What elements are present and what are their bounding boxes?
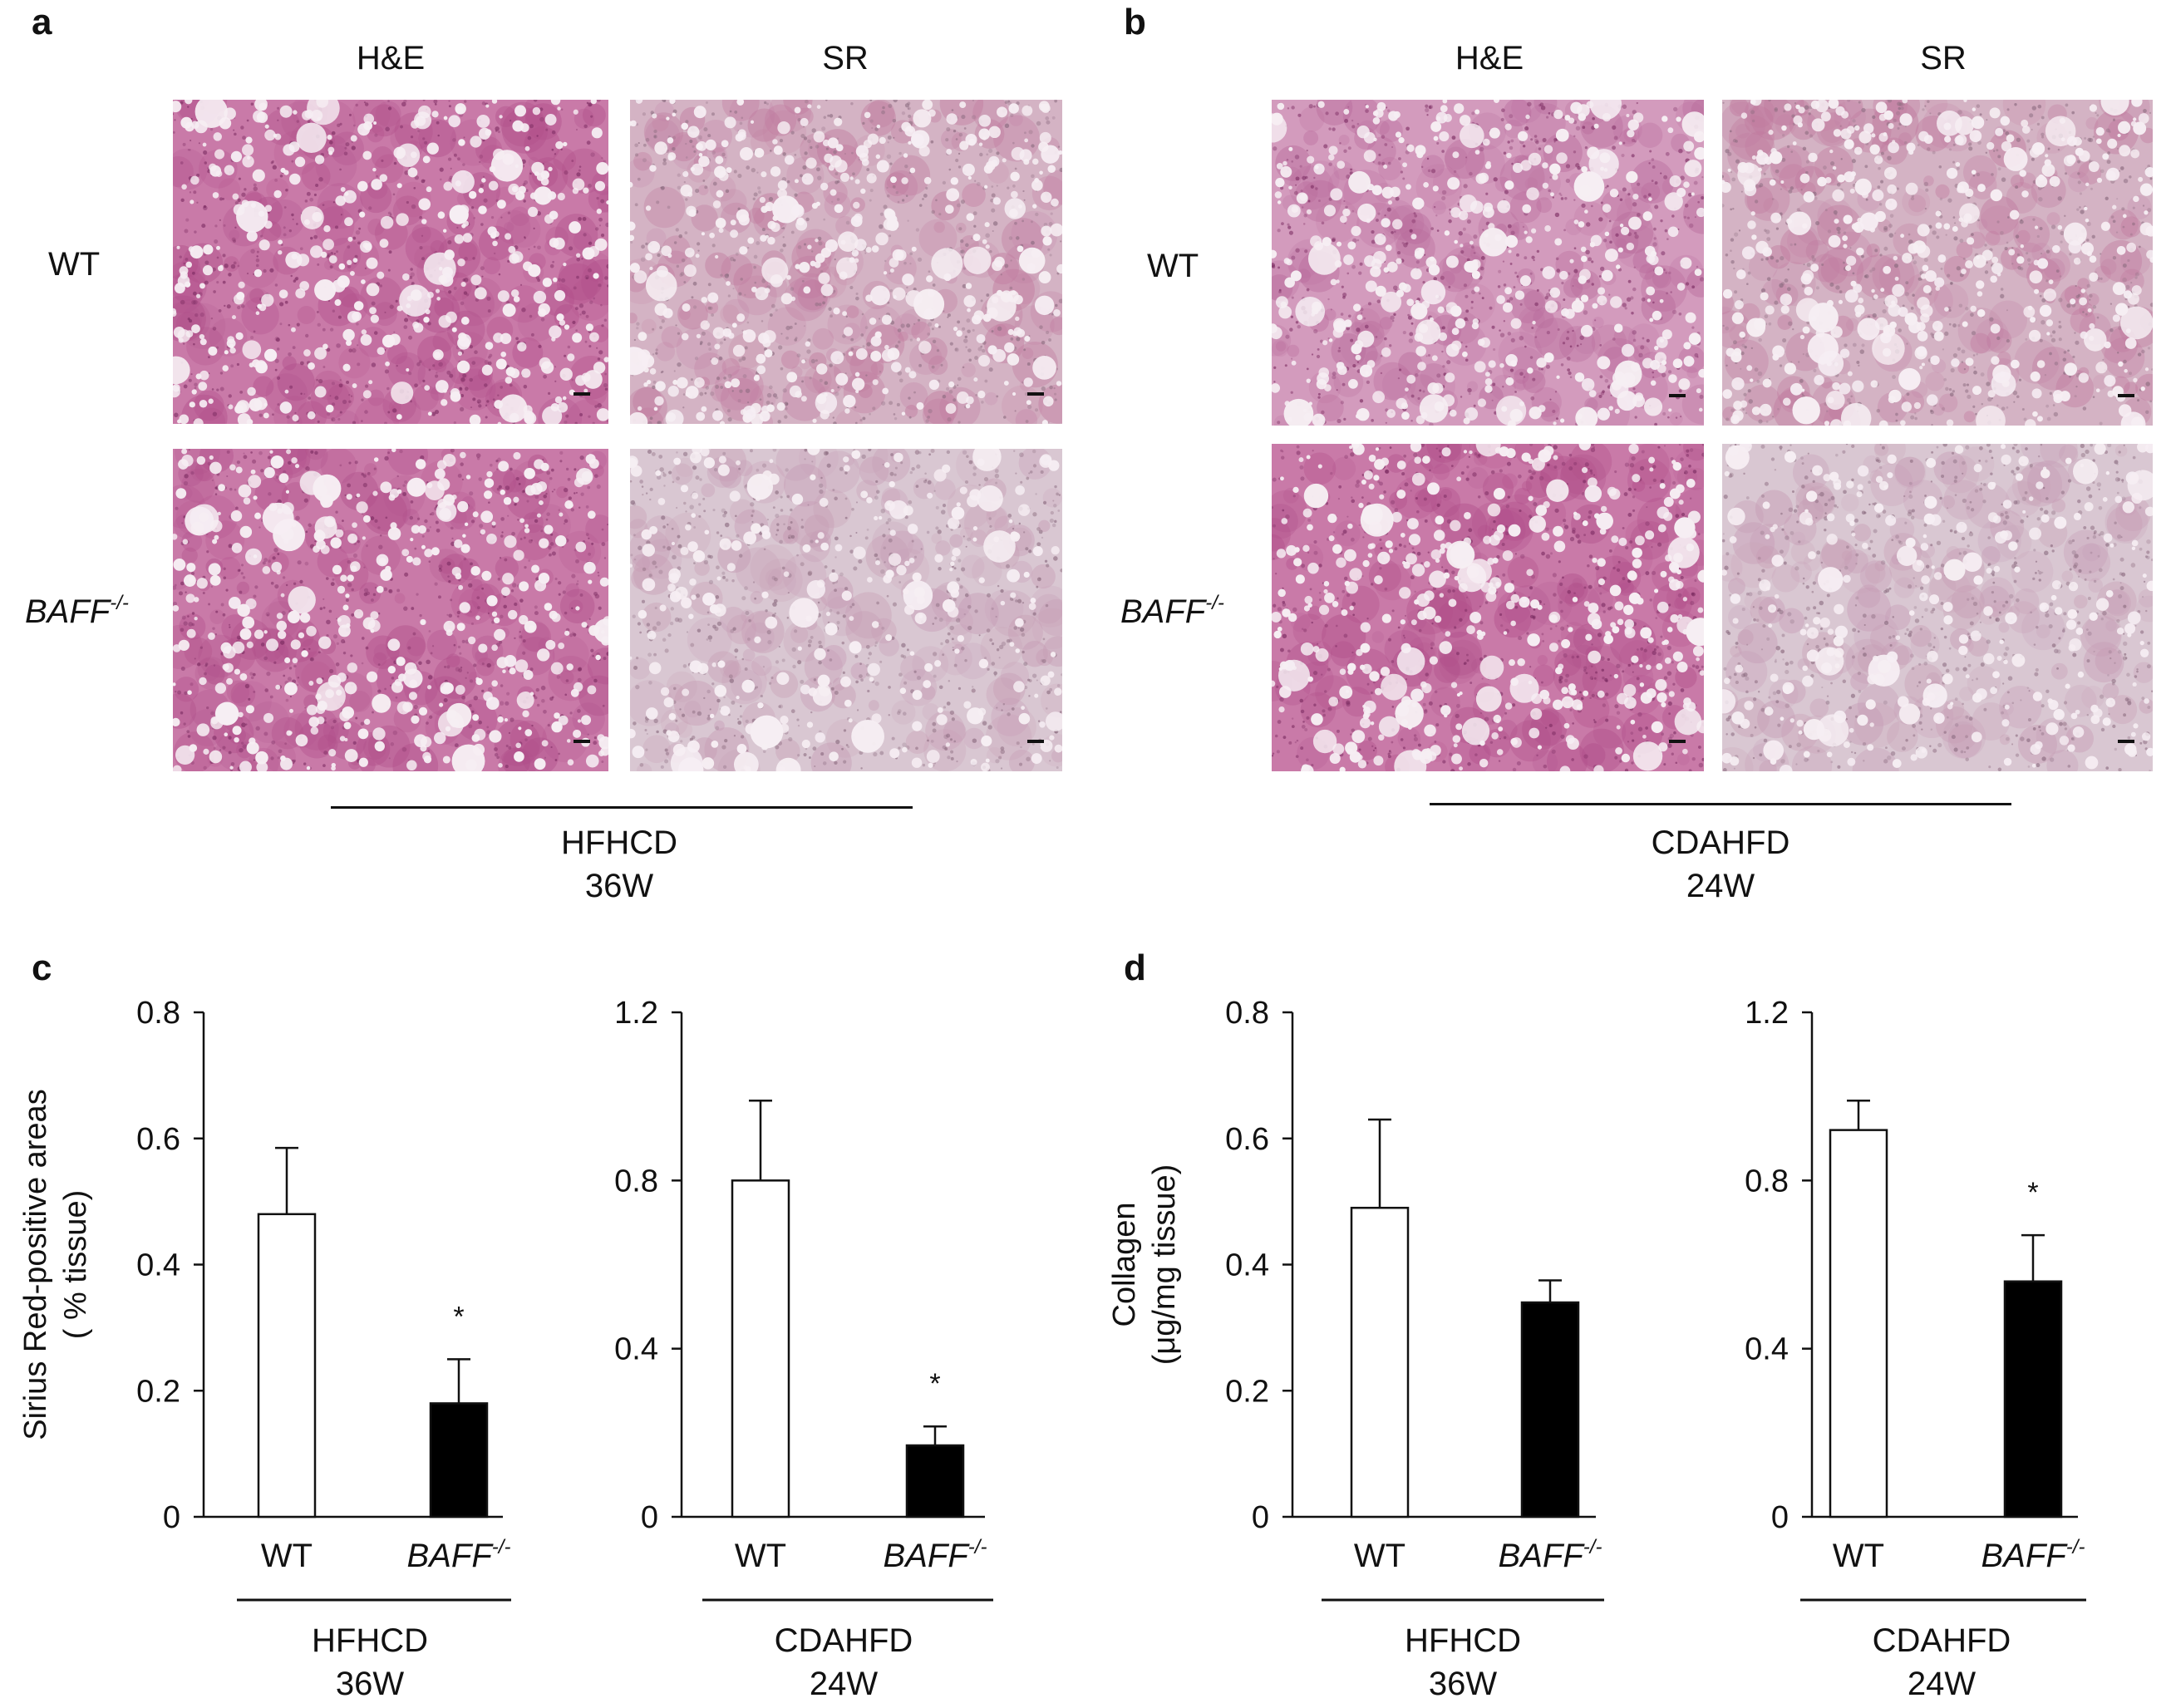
micrograph-a-wt-sr bbox=[630, 100, 1062, 424]
scale-bar bbox=[574, 392, 590, 396]
bar-baff bbox=[2003, 1280, 2063, 1518]
y-tick-label: 0.2 bbox=[136, 1374, 180, 1409]
category-label: BAFF-/- bbox=[884, 1536, 987, 1574]
panel-b-condition: CDAHFD 24W bbox=[1651, 824, 1790, 904]
chart-c-cdahfd: 0 0.4 0.8 1.2 WT * BAFF-/- CDAHFD 24W bbox=[614, 996, 993, 1702]
significance-star: * bbox=[453, 1301, 464, 1332]
condition-label: 36W bbox=[1429, 1666, 1497, 1702]
bar-wt bbox=[257, 1213, 317, 1518]
panel-a-condition-line bbox=[331, 806, 913, 809]
chart-d-hfhcd: 0 0.2 0.4 0.6 0.8 WT BAFF-/- HFHCD 36W Collagen (μ… bbox=[1107, 996, 1604, 1702]
y-tick-label: 1.2 bbox=[1745, 996, 1789, 1031]
chart-d-cdahfd: 0 0.4 0.8 1.2 WT * BAFF-/- CDAHFD 24W bbox=[1745, 996, 2086, 1702]
micrograph-a-baff-he bbox=[173, 449, 608, 771]
panel-a-row-wt: WT bbox=[48, 246, 101, 283]
significance-star: * bbox=[2027, 1177, 2038, 1208]
y-tick-label: 0.2 bbox=[1225, 1374, 1269, 1409]
panel-label-b: b bbox=[1124, 2, 1146, 42]
y-axis-label: Collagen bbox=[1107, 1203, 1142, 1327]
y-axis-label: ( % tissue) bbox=[58, 1190, 93, 1339]
significance-star: * bbox=[929, 1368, 940, 1400]
y-axis-label: Sirius Red-positive areas bbox=[18, 1089, 53, 1440]
scale-bar bbox=[1027, 740, 1044, 743]
panel-b-header-he: H&E bbox=[1455, 40, 1524, 76]
chart-c-hfhcd: 0 0.2 0.4 0.6 0.8 WT * BAFF-/- HFHCD 36W Sirius Re… bbox=[18, 996, 511, 1702]
micrograph-b-wt-sr bbox=[1722, 100, 2153, 426]
scale-bar bbox=[1669, 740, 1686, 743]
y-tick-label: 0 bbox=[1252, 1500, 1269, 1535]
y-tick-label: 0 bbox=[641, 1500, 658, 1535]
bar-baff bbox=[1520, 1301, 1580, 1518]
category-label: BAFF-/- bbox=[1981, 1536, 2085, 1574]
bar-baff bbox=[905, 1444, 965, 1518]
panel-b-condition-line bbox=[1430, 803, 2011, 805]
category-label: WT bbox=[735, 1538, 786, 1574]
bar-wt bbox=[1829, 1129, 1888, 1518]
condition-label: CDAHFD bbox=[1873, 1622, 2011, 1659]
y-tick-label: 1.2 bbox=[614, 996, 658, 1031]
y-tick-label: 0.4 bbox=[1745, 1332, 1789, 1367]
condition-label: CDAHFD bbox=[775, 1622, 913, 1659]
category-label: WT bbox=[1833, 1538, 1884, 1574]
y-tick-label: 0.8 bbox=[614, 1164, 658, 1199]
category-label: BAFF-/- bbox=[407, 1536, 511, 1574]
scale-bar bbox=[574, 740, 590, 743]
y-tick-label: 0.4 bbox=[1225, 1248, 1269, 1283]
panel-label-a: a bbox=[32, 2, 52, 42]
micrograph-b-baff-he bbox=[1272, 444, 1704, 771]
condition-label: HFHCD bbox=[1405, 1622, 1521, 1659]
y-tick-label: 0 bbox=[1771, 1500, 1789, 1535]
y-tick-label: 0.4 bbox=[136, 1248, 180, 1283]
panel-a-header-he: H&E bbox=[356, 40, 426, 76]
y-tick-label: 0 bbox=[163, 1500, 180, 1535]
category-label: BAFF-/- bbox=[1499, 1536, 1602, 1574]
panel-b-row-baff: BAFF-/- bbox=[1120, 592, 1224, 630]
micrograph-a-wt-he bbox=[173, 100, 608, 424]
panel-label-c: c bbox=[32, 948, 52, 988]
y-tick-label: 0.8 bbox=[136, 996, 180, 1031]
micrograph-b-wt-he bbox=[1272, 100, 1704, 426]
condition-label: 24W bbox=[1908, 1666, 1976, 1702]
scale-bar bbox=[1669, 394, 1686, 397]
y-axis-label: (μg/mg tissue) bbox=[1147, 1164, 1182, 1366]
condition-label: 36W bbox=[336, 1666, 404, 1702]
micrograph-a-baff-sr bbox=[630, 449, 1062, 771]
scale-bar bbox=[2118, 394, 2134, 397]
panel-label-d: d bbox=[1124, 948, 1146, 988]
condition-label: 24W bbox=[810, 1666, 878, 1702]
y-tick-label: 0.6 bbox=[136, 1122, 180, 1157]
panel-a-condition: HFHCD 36W bbox=[561, 824, 677, 904]
y-tick-label: 0.6 bbox=[1225, 1122, 1269, 1157]
panel-a-row-baff: BAFF-/- bbox=[25, 592, 129, 630]
bar-wt bbox=[731, 1179, 790, 1518]
panel-b-row-wt: WT bbox=[1147, 248, 1199, 284]
y-tick-label: 0.8 bbox=[1225, 996, 1269, 1031]
category-label: WT bbox=[261, 1538, 313, 1574]
condition-label: HFHCD bbox=[312, 1622, 428, 1659]
scale-bar bbox=[1027, 392, 1044, 396]
micrograph-b-baff-sr bbox=[1722, 444, 2153, 771]
category-label: WT bbox=[1354, 1538, 1405, 1574]
y-tick-label: 0.8 bbox=[1745, 1164, 1789, 1199]
bar-baff bbox=[429, 1402, 489, 1518]
scale-bar bbox=[2118, 740, 2134, 743]
bar-wt bbox=[1350, 1206, 1410, 1518]
panel-a-header-sr: SR bbox=[822, 40, 869, 76]
y-tick-label: 0.4 bbox=[614, 1332, 658, 1367]
panel-b-header-sr: SR bbox=[1920, 40, 1967, 76]
